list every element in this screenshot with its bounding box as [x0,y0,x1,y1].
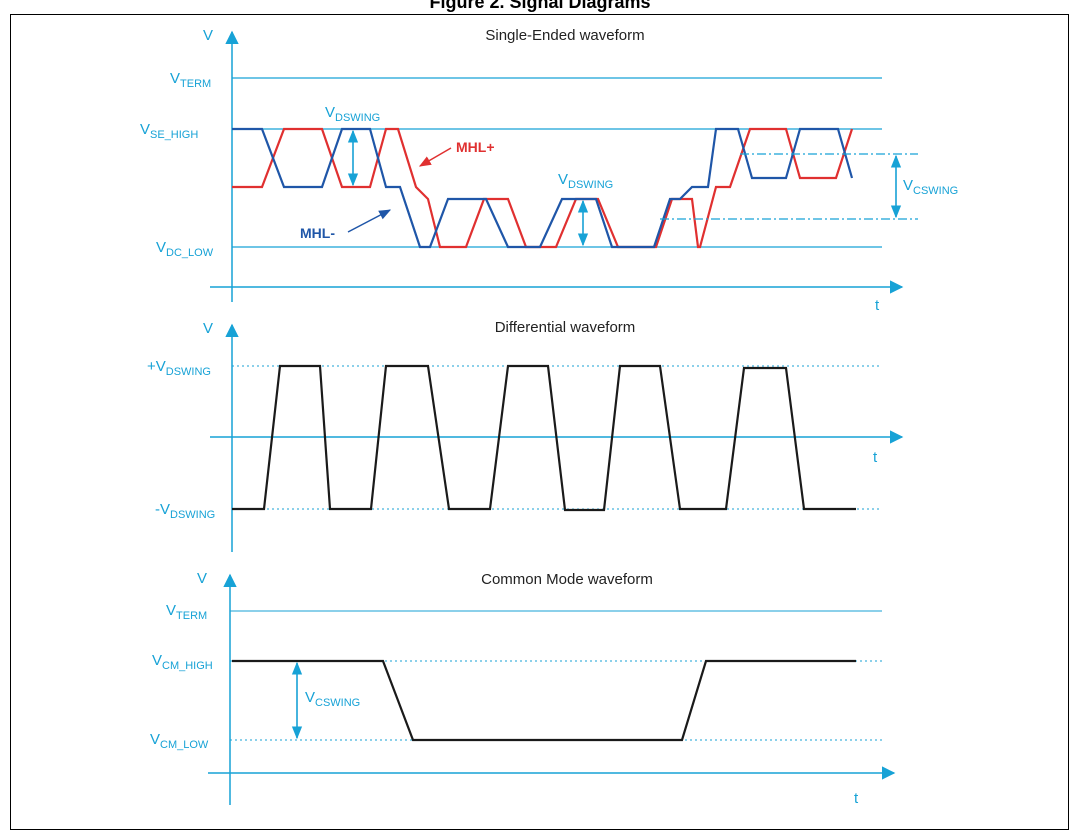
single-ended-panel: Single-Ended waveform V t VTERM VSE_HIGH… [140,27,958,314]
neg-dswing-label: -VDSWING [155,501,215,521]
x-axis-label: t [873,449,878,466]
vcswing-label: VCSWING [305,689,360,709]
differential-panel: Differential waveform V t +VDSWING -VDSW… [147,319,904,552]
mhl-minus-trace [232,127,854,249]
vdc-low-label: VDC_LOW [156,239,214,259]
differential-trace [232,364,856,512]
x-axis-label: t [854,790,859,807]
vterm-label: VTERM [166,602,207,622]
vdswing-label-2: VDSWING [558,171,613,191]
vdswing-label-1: VDSWING [325,104,380,124]
y-axis-label: V [203,320,213,337]
vcm-low-label: VCM_LOW [150,731,209,751]
vcm-high-label: VCM_HIGH [152,652,213,672]
page-title: Figure 2. Signal Diagrams [429,0,651,12]
differential-title: Differential waveform [495,319,636,336]
vcswing-label: VCSWING [903,177,958,197]
mhl-plus-label: MHL+ [456,139,495,155]
x-axis-label: t [875,297,880,314]
y-axis-label: V [203,27,213,44]
pos-dswing-label: +VDSWING [147,358,211,378]
common-mode-panel: Common Mode waveform V t VTERM VCM_HIGH … [150,570,896,807]
common-mode-title: Common Mode waveform [481,571,653,588]
y-axis-label: V [197,570,207,587]
single-ended-title: Single-Ended waveform [485,27,644,44]
mhl-minus-label: MHL- [300,225,335,241]
common-mode-trace [232,659,856,742]
vterm-label: VTERM [170,70,211,90]
vse-high-label: VSE_HIGH [140,121,198,141]
figure-frame [10,14,1069,830]
mhl-minus-pointer [347,209,392,233]
mhl-plus-pointer [418,147,452,167]
mhl-plus-trace [232,127,854,249]
